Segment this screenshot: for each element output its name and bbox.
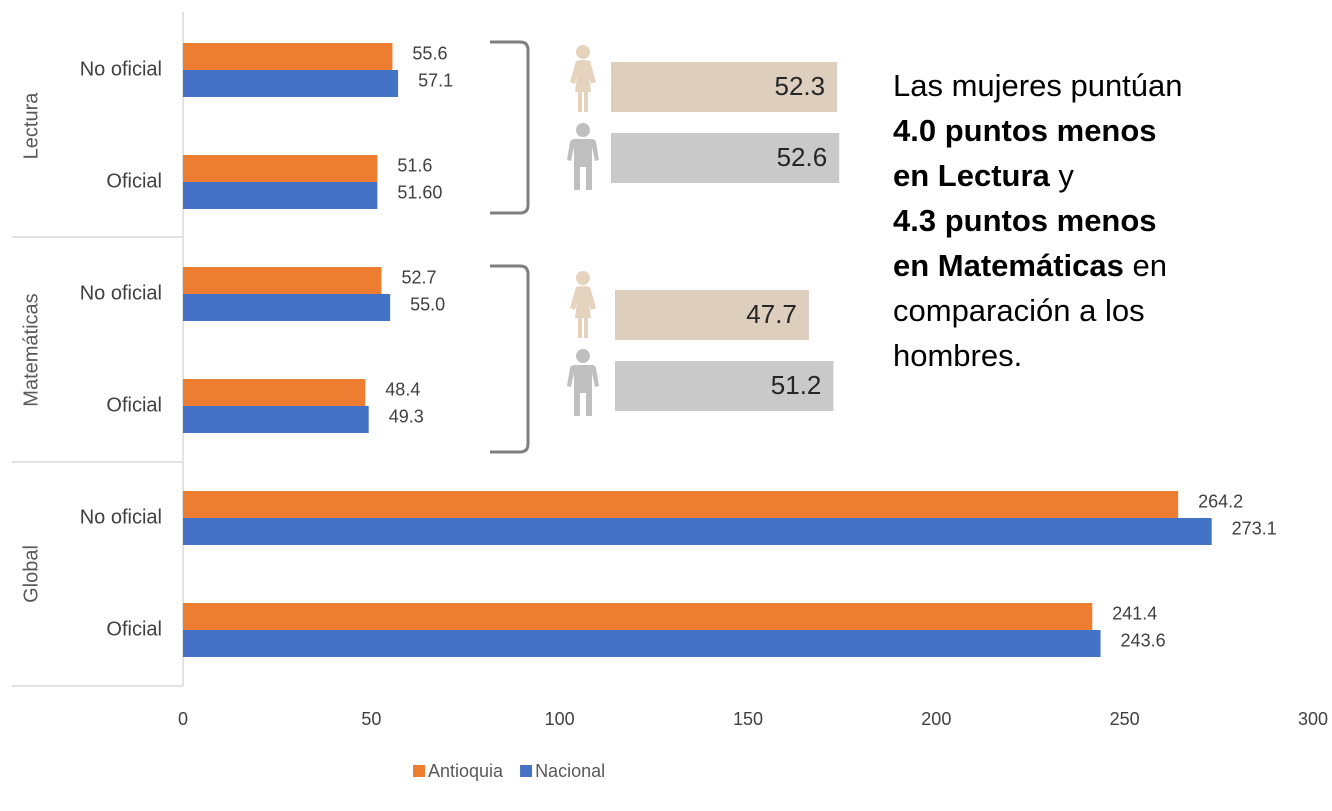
brackets (490, 40, 530, 454)
group-label: Matemáticas (20, 293, 42, 406)
value-label: 241.4 (1112, 603, 1157, 623)
category-label: No oficial (80, 506, 162, 528)
x-tick-label: 250 (1110, 709, 1140, 729)
annotation-text: Las mujeres puntúan (893, 68, 1183, 103)
group-label: Global (20, 545, 42, 603)
bar (183, 43, 393, 70)
value-label: 264.2 (1198, 491, 1243, 511)
gender-bar (615, 290, 809, 340)
x-tick-label: 300 (1298, 709, 1328, 729)
bar (183, 406, 369, 433)
group-label: Lectura (20, 92, 42, 160)
annotation-text: comparación a los (893, 293, 1145, 328)
gender-value: 52.6 (777, 142, 828, 172)
annotation-text: en Matemáticas (893, 248, 1124, 283)
x-tick-label: 150 (733, 709, 763, 729)
bar (183, 294, 391, 321)
annotation-text: en Lectura (893, 158, 1051, 193)
legend-swatch (413, 765, 425, 777)
annotation-line: comparación a los (893, 293, 1145, 328)
x-tick-label: 50 (361, 709, 381, 729)
bar (183, 155, 378, 182)
bar (183, 518, 1212, 545)
gender-bar (615, 361, 834, 411)
legend-label: Nacional (535, 761, 605, 781)
value-label: 57.1 (418, 70, 453, 90)
category-label: No oficial (80, 58, 162, 80)
annotation-line: en Matemáticas en (893, 248, 1167, 283)
annotation-line: 4.0 puntos menos (893, 113, 1157, 148)
value-label: 243.6 (1121, 630, 1166, 650)
annotation-text: 4.3 puntos menos (893, 203, 1157, 238)
value-label: 55.0 (410, 294, 445, 314)
annotation-line: 4.3 puntos menos (893, 203, 1157, 238)
category-label: Oficial (106, 394, 162, 416)
bar (183, 182, 378, 209)
axis-frame (12, 12, 184, 687)
annotation-text: 4.0 puntos menos (893, 113, 1157, 148)
category-label: Oficial (106, 170, 162, 192)
legend-label: Antioquia (428, 761, 504, 781)
bar (183, 603, 1093, 630)
annotation-line: Las mujeres puntúan (893, 68, 1183, 103)
x-tick-label: 100 (545, 709, 575, 729)
person-icons (567, 45, 599, 416)
gender-bar (611, 133, 840, 183)
value-label: 51.6 (397, 155, 432, 175)
annotation-text: hombres. (893, 338, 1022, 373)
bar (183, 70, 399, 97)
x-tick-label: 0 (178, 709, 188, 729)
value-label: 48.4 (385, 379, 420, 399)
value-label: 51.60 (397, 182, 442, 202)
legend-swatch (520, 765, 533, 777)
category-label: Oficial (106, 618, 162, 640)
annotation-text: y (1050, 158, 1075, 193)
bar (183, 630, 1101, 657)
gender-value: 47.7 (746, 299, 797, 329)
gender-value: 52.3 (774, 71, 825, 101)
value-label: 273.1 (1232, 518, 1277, 538)
annotation-line: hombres. (893, 338, 1022, 373)
gender-bar (611, 62, 838, 112)
gender-value: 51.2 (771, 370, 822, 400)
bar (183, 491, 1179, 518)
category-label: No oficial (80, 282, 162, 304)
value-label: 52.7 (402, 267, 437, 287)
value-label: 55.6 (412, 43, 447, 63)
value-label: 49.3 (389, 406, 424, 426)
bar (183, 267, 382, 294)
annotation-line: en Lectura y (893, 158, 1074, 193)
annotation-text: en (1124, 248, 1167, 283)
bar (183, 379, 366, 406)
x-tick-label: 200 (921, 709, 951, 729)
